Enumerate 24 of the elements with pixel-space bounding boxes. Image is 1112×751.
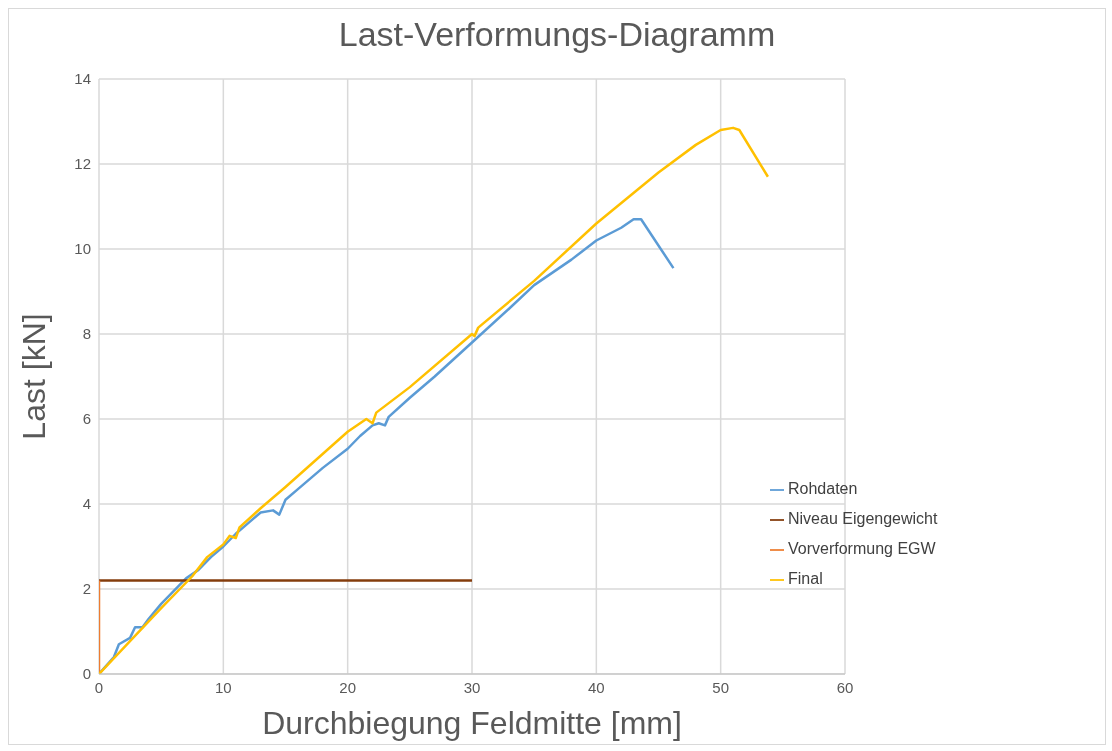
y-tick-label: 12 <box>74 155 91 173</box>
legend-label: Vorverformung EGW <box>788 540 936 557</box>
y-tick-label: 6 <box>82 410 91 428</box>
x-tick-label: 30 <box>463 678 481 696</box>
legend-label: Rohdaten <box>788 480 858 497</box>
x-tick-label: 20 <box>339 678 357 696</box>
x-tick-label: 40 <box>587 678 605 696</box>
x-tick-label: 60 <box>836 678 854 696</box>
x-axis-title: Durchbiegung Feldmitte [mm] <box>262 705 682 741</box>
chart-title: Last-Verformungs-Diagramm <box>337 15 777 54</box>
x-tick-label: 0 <box>94 678 104 696</box>
x-tick-label: 50 <box>712 678 730 696</box>
y-tick-label: 8 <box>82 325 91 343</box>
y-axis-title: Last [kN] <box>16 313 53 440</box>
line-series <box>99 126 770 674</box>
y-tick-label: 4 <box>82 495 91 513</box>
line-series <box>99 218 675 674</box>
y-tick-label: 10 <box>74 240 91 258</box>
legend-label: Niveau Eigengewicht <box>788 510 938 527</box>
y-tick-label: 0 <box>82 665 91 683</box>
legend-label: Final <box>788 570 823 587</box>
y-tick-label: 2 <box>82 580 91 598</box>
y-tick-label: 14 <box>74 70 91 88</box>
x-tick-label: 10 <box>214 678 232 696</box>
